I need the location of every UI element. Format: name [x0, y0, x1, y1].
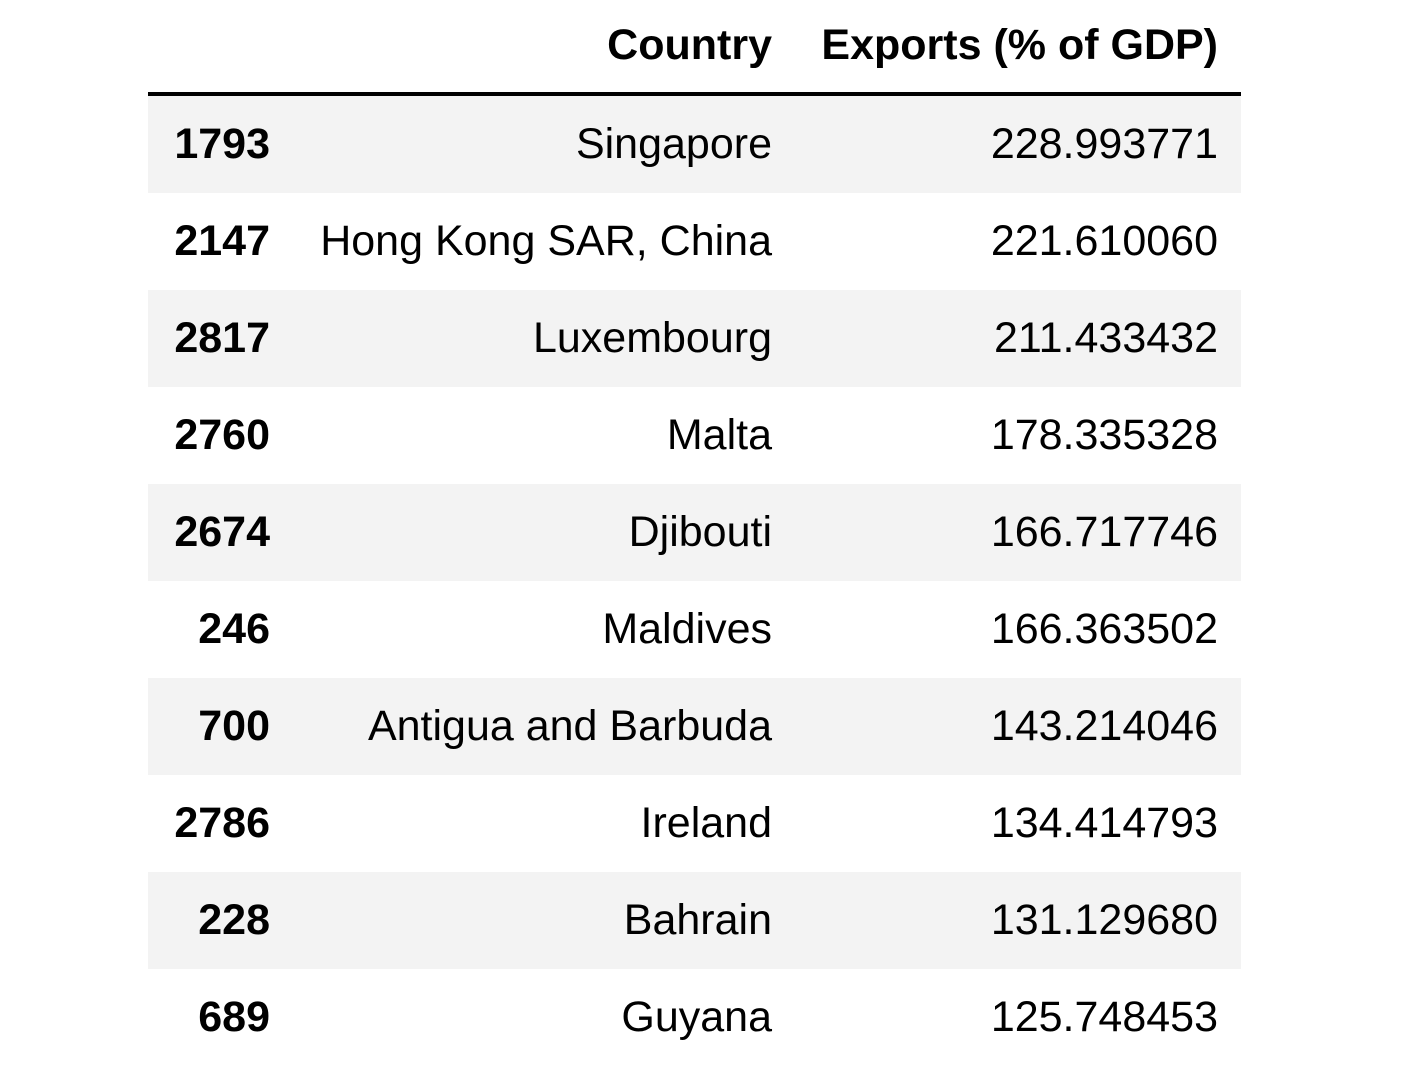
- row-index-cell: 246: [198, 605, 270, 653]
- row-index-cell: 1793: [174, 120, 270, 168]
- table-row: 2760 Malta 178.335328: [148, 387, 1241, 484]
- country-cell: Hong Kong SAR, China: [320, 217, 772, 265]
- table-header: Country Exports (% of GDP): [148, 0, 1241, 96]
- country-cell: Luxembourg: [532, 314, 772, 362]
- exports-value-cell: 131.129680: [990, 896, 1218, 944]
- exports-value-cell: 178.335328: [990, 411, 1218, 459]
- table-row: 246 Maldives 166.363502: [148, 581, 1241, 678]
- table-row: 2147 Hong Kong SAR, China 221.610060: [148, 193, 1241, 290]
- country-cell: Ireland: [640, 799, 772, 847]
- exports-value-cell: 143.214046: [990, 702, 1218, 750]
- exports-value-cell: 228.993771: [990, 120, 1218, 168]
- exports-value-cell: 166.717746: [990, 508, 1218, 556]
- country-cell: Singapore: [575, 120, 772, 168]
- row-index-cell: 2786: [174, 799, 270, 847]
- country-cell: Bahrain: [623, 896, 772, 944]
- exports-value-cell: 221.610060: [990, 217, 1218, 265]
- country-cell: Maldives: [602, 605, 772, 653]
- row-index-cell: 2674: [174, 508, 270, 556]
- table-row: 2817 Luxembourg 211.433432: [148, 290, 1241, 387]
- row-index-cell: 689: [198, 993, 270, 1041]
- row-index-cell: 228: [198, 896, 270, 944]
- row-index-cell: 700: [198, 702, 270, 750]
- country-cell: Guyana: [621, 993, 772, 1041]
- row-index-cell: 2147: [174, 217, 270, 265]
- exports-column-header: Exports (% of GDP): [795, 0, 1241, 96]
- exports-value-cell: 125.748453: [990, 993, 1218, 1041]
- table-row: 228 Bahrain 131.129680: [148, 872, 1241, 969]
- dataframe-table: Country Exports (% of GDP) 1793 Singapor…: [148, 0, 1241, 1066]
- country-cell: Djibouti: [628, 508, 772, 556]
- table-body: 1793 Singapore 228.993771 2147 Hong Kong…: [148, 94, 1241, 1066]
- table-row: 689 Guyana 125.748453: [148, 969, 1241, 1066]
- table-row: 2674 Djibouti 166.717746: [148, 484, 1241, 581]
- index-column-header: [148, 0, 293, 96]
- table-row: 2786 Ireland 134.414793: [148, 775, 1241, 872]
- exports-value-cell: 166.363502: [990, 605, 1218, 653]
- exports-value-cell: 134.414793: [990, 799, 1218, 847]
- dataframe-output: Country Exports (% of GDP) 1793 Singapor…: [148, 0, 1241, 1066]
- exports-value-cell: 211.433432: [994, 314, 1218, 362]
- row-index-cell: 2817: [174, 314, 270, 362]
- table-row: 1793 Singapore 228.993771: [148, 94, 1241, 193]
- country-cell: Malta: [666, 411, 772, 459]
- header-row: Country Exports (% of GDP): [148, 0, 1241, 96]
- country-cell: Antigua and Barbuda: [367, 702, 772, 750]
- country-column-header: Country: [293, 0, 795, 96]
- table-row: 700 Antigua and Barbuda 143.214046: [148, 678, 1241, 775]
- row-index-cell: 2760: [174, 411, 270, 459]
